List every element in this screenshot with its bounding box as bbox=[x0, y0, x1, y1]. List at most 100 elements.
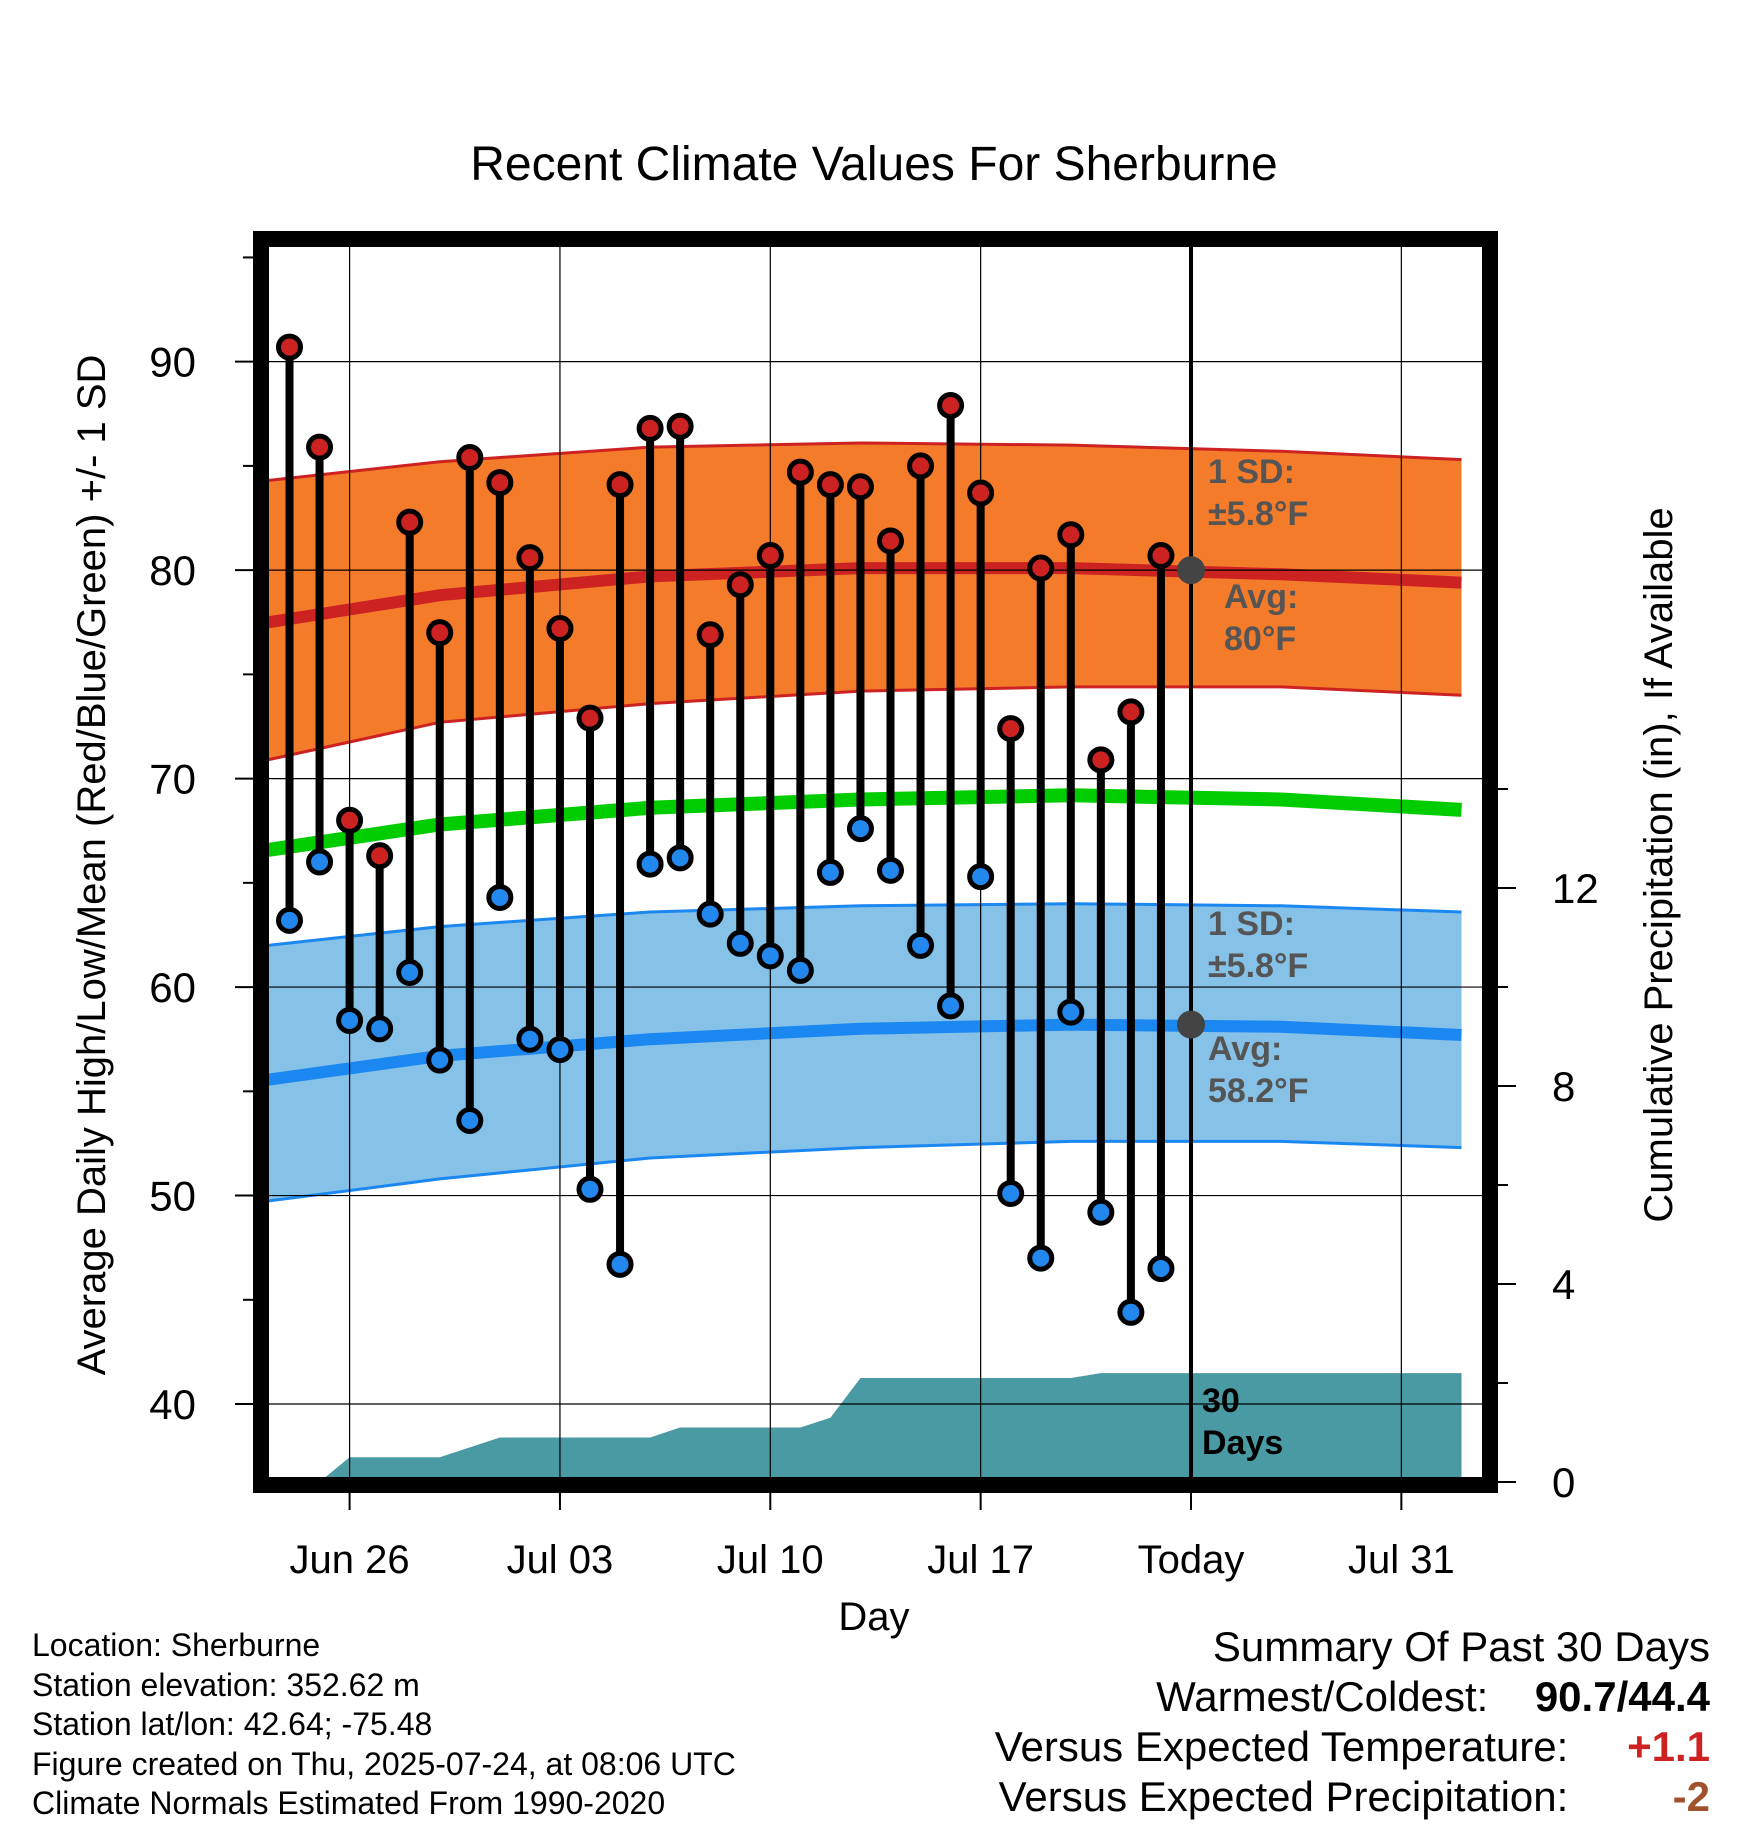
summary-temp-label: Versus Expected Temperature: bbox=[994, 1723, 1569, 1770]
summary-precip-label: Versus Expected Precipitation: bbox=[998, 1773, 1569, 1820]
low-sd-annotation-line: ±5.8°F bbox=[1208, 947, 1308, 985]
precip-days-annotation-line: Days bbox=[1202, 1424, 1283, 1462]
x-tick-label: Jul 03 bbox=[507, 1538, 614, 1582]
daily-high-point bbox=[606, 471, 634, 499]
daily-high-point bbox=[336, 806, 364, 834]
daily-high-point bbox=[276, 333, 303, 361]
y-axis-label: Average Daily High/Low/Mean (Red/Blue/Gr… bbox=[70, 355, 114, 1376]
daily-low-point bbox=[366, 1015, 394, 1043]
y-tick-label: 90 bbox=[149, 339, 196, 386]
daily-low-point bbox=[456, 1107, 484, 1135]
created-text: Figure created on Thu, 2025-07-24, at 08… bbox=[32, 1745, 736, 1782]
y-tick-label: 40 bbox=[149, 1381, 196, 1428]
daily-low-point bbox=[1027, 1244, 1055, 1272]
daily-high-point bbox=[576, 704, 604, 732]
latlon-text: Station lat/lon: 42.64; -75.48 bbox=[32, 1706, 433, 1742]
low-avg-annotation-line: Avg: bbox=[1208, 1030, 1282, 1068]
precip-days-annotation-line: 30 bbox=[1202, 1382, 1240, 1420]
daily-high-point bbox=[696, 621, 724, 649]
daily-low-point bbox=[426, 1046, 454, 1074]
x-tick-label: Today bbox=[1138, 1538, 1245, 1582]
x-tick-label: Jul 31 bbox=[1348, 1538, 1455, 1582]
y-tick-label: 50 bbox=[149, 1173, 196, 1220]
daily-low-point bbox=[967, 863, 995, 891]
plot-clip-group bbox=[269, 247, 1482, 1477]
daily-low-point bbox=[756, 942, 784, 970]
y2-tick-label: 4 bbox=[1552, 1261, 1575, 1308]
summary-panel: Summary Of Past 30 Days Warmest/Coldest:… bbox=[995, 1622, 1710, 1822]
daily-low-point bbox=[306, 848, 334, 876]
x-tick-label: Jul 17 bbox=[927, 1538, 1034, 1582]
daily-high-point bbox=[846, 473, 874, 501]
summary-warmest-label: Warmest/Coldest: bbox=[1156, 1673, 1489, 1720]
daily-low-point bbox=[486, 883, 514, 911]
y2-tick-label: 12 bbox=[1552, 865, 1599, 912]
daily-high-point bbox=[907, 452, 935, 480]
daily-low-point bbox=[666, 844, 694, 872]
daily-high-point bbox=[756, 542, 784, 570]
low-sd-annotation: 1 SD: ±5.8°F bbox=[1208, 905, 1308, 985]
chart-title: Recent Climate Values For Sherburne bbox=[470, 138, 1278, 191]
high-avg-annotation-line: Avg: bbox=[1224, 578, 1298, 616]
low-sd-annotation-line: 1 SD: bbox=[1208, 905, 1295, 943]
summary-temp-value: +1.1 bbox=[1627, 1723, 1710, 1770]
daily-high-point bbox=[726, 571, 754, 599]
high-sd-upper-line bbox=[269, 441, 1462, 482]
high-avg-annotation: Avg: 80°F bbox=[1224, 578, 1298, 658]
high-sd-annotation-line: 1 SD: bbox=[1208, 453, 1295, 491]
elevation-text: Station elevation: 352.62 m bbox=[32, 1666, 420, 1703]
location-text: Location: Sherburne bbox=[32, 1627, 321, 1663]
daily-high-point bbox=[816, 471, 844, 499]
daily-low-point bbox=[696, 900, 724, 928]
y-tick-label: 80 bbox=[149, 547, 196, 594]
daily-high-point bbox=[1027, 554, 1055, 582]
daily-high-point bbox=[636, 414, 664, 442]
daily-high-point bbox=[1147, 542, 1175, 570]
daily-high-point bbox=[967, 479, 995, 507]
plot-area: 1 SD: ±5.8°F Avg: 80°F 1 SD: ±5.8°F Avg: 58.2°F… bbox=[149, 231, 1599, 1582]
today-low-normal-point bbox=[1177, 1010, 1205, 1039]
daily-high-point bbox=[666, 412, 694, 440]
daily-low-point bbox=[726, 929, 754, 957]
daily-low-point bbox=[276, 906, 303, 934]
daily-low-point bbox=[516, 1025, 544, 1053]
y2-axis-label: Cumulative Precipitation (in), If Availa… bbox=[1637, 507, 1681, 1222]
high-avg-annotation-line: 80°F bbox=[1224, 620, 1296, 658]
daily-low-point bbox=[786, 956, 814, 984]
precipitation-area bbox=[325, 1373, 1462, 1477]
summary-warmest-value: 90.7/44.4 bbox=[1534, 1673, 1710, 1720]
daily-high-point bbox=[877, 527, 904, 555]
daily-low-point bbox=[1147, 1255, 1175, 1283]
daily-low-point bbox=[907, 931, 935, 959]
precip-days-annotation: 30 Days bbox=[1202, 1382, 1283, 1462]
today-high-normal-point bbox=[1177, 556, 1205, 585]
daily-high-point bbox=[997, 715, 1025, 743]
summary-warmest-row: Warmest/Coldest: 90.7/44.4 bbox=[995, 1672, 1710, 1722]
station-info: Location: Sherburne Station elevation: 3… bbox=[32, 1626, 736, 1824]
high-sd-annotation: 1 SD: ±5.8°F bbox=[1208, 453, 1308, 533]
daily-high-point bbox=[1057, 521, 1085, 549]
daily-low-point bbox=[877, 856, 904, 884]
daily-high-point bbox=[516, 544, 544, 572]
high-sd-annotation-line: ±5.8°F bbox=[1208, 495, 1308, 533]
summary-temp-row: Versus Expected Temperature: +1.1 bbox=[995, 1722, 1710, 1772]
low-avg-annotation: Avg: 58.2°F bbox=[1208, 1030, 1309, 1110]
daily-high-point bbox=[456, 444, 484, 472]
daily-low-point bbox=[997, 1179, 1025, 1207]
daily-high-point bbox=[1087, 746, 1115, 774]
daily-high-point bbox=[426, 619, 454, 647]
daily-low-point bbox=[606, 1250, 634, 1278]
daily-low-point bbox=[546, 1036, 574, 1064]
daily-high-point bbox=[786, 458, 814, 486]
x-tick-label: Jul 10 bbox=[717, 1538, 824, 1582]
normals-text: Climate Normals Estimated From 1990-2020 bbox=[32, 1785, 666, 1821]
daily-low-point bbox=[636, 850, 664, 878]
summary-precip-row: Versus Expected Precipitation: -2 bbox=[995, 1772, 1710, 1822]
summary-title: Summary Of Past 30 Days bbox=[1212, 1623, 1710, 1670]
x-tick-label: Jun 26 bbox=[290, 1538, 410, 1582]
daily-high-point bbox=[396, 508, 424, 536]
daily-high-point bbox=[366, 842, 394, 870]
daily-high-point bbox=[1117, 698, 1145, 726]
low-sd-lower-line bbox=[269, 1139, 1462, 1203]
